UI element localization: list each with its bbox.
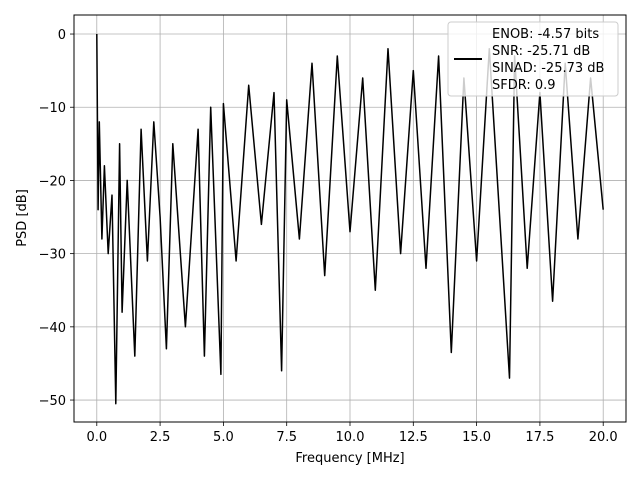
legend-line-sinad: SINAD: -25.73 dB — [492, 61, 604, 76]
y-tick-label: −50 — [39, 394, 66, 409]
y-tick-label: −30 — [39, 248, 66, 263]
y-axis-ticks: 0 −10 −20 −30 −40 −50 — [39, 28, 74, 409]
y-tick-label: 0 — [58, 28, 66, 43]
x-tick-label: 12.5 — [399, 430, 428, 445]
legend-line-sfdr: SFDR: 0.9 — [492, 78, 556, 93]
psd-series-line — [96, 33, 604, 405]
x-tick-label: 20.0 — [589, 430, 618, 445]
y-tick-label: −20 — [39, 174, 66, 189]
x-tick-label: 5.0 — [213, 430, 234, 445]
x-tick-label: 7.5 — [276, 430, 297, 445]
x-axis-label: Frequency [MHz] — [295, 451, 404, 466]
y-tick-label: −40 — [39, 321, 66, 336]
y-axis-label: PSD [dB] — [15, 189, 30, 247]
x-tick-label: 10.0 — [336, 430, 365, 445]
x-tick-label: 15.0 — [462, 430, 491, 445]
x-tick-label: 0.0 — [86, 430, 107, 445]
legend: ENOB: -4.57 bits SNR: -25.71 dB SINAD: -… — [447, 21, 619, 97]
psd-line-group — [96, 33, 604, 405]
legend-box — [447, 21, 619, 97]
x-tick-label: 17.5 — [525, 430, 554, 445]
legend-line-snr: SNR: -25.71 dB — [492, 44, 590, 59]
y-tick-label: −10 — [39, 101, 66, 116]
x-tick-label: 2.5 — [150, 430, 171, 445]
legend-line-enob: ENOB: -4.57 bits — [492, 27, 599, 42]
x-axis-ticks: 0.0 2.5 5.0 7.5 10.0 12.5 15.0 17.5 20.0 — [86, 422, 618, 445]
